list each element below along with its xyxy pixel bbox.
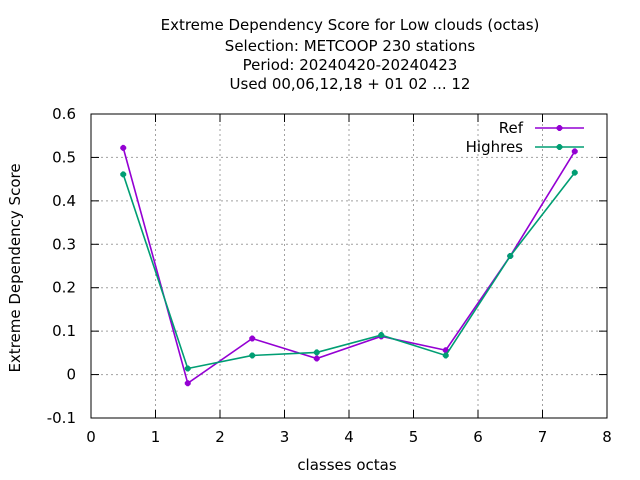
data-point-highres [507,253,514,260]
legend-marker-highres [556,144,563,150]
data-point-ref [442,347,449,354]
grid-lines [91,114,607,418]
data-point-highres [378,332,385,339]
chart-title-line-2: Selection: METCOOP 230 stations [224,37,476,55]
data-point-ref [313,355,320,362]
y-tick-label: 0 [66,366,76,384]
y-tick-label: 0.1 [52,322,76,340]
data-point-ref [249,335,256,342]
x-tick-label: 4 [344,428,354,446]
series-layer [120,144,578,387]
x-tick-label: 2 [215,428,225,446]
y-tick-label: 0.2 [52,279,76,297]
y-tick-label: 0.4 [52,192,76,210]
data-point-highres [120,171,127,178]
x-tick-label: 6 [473,428,483,446]
data-point-highres [249,352,256,359]
data-point-ref [184,380,191,387]
y-tick-label: 0.3 [52,235,76,253]
data-point-highres [184,365,191,372]
y-axis-label: Extreme Dependency Score [6,163,24,372]
y-tick-label: 0.6 [52,105,76,123]
data-point-ref [571,148,578,155]
data-point-highres [571,169,578,176]
data-point-highres [313,349,320,356]
axis-ticks: 0 1 2 3 4 5 6 7 8 -0.1 0 0.1 0.2 0.3 0.4 0.5 0.6 [47,105,612,446]
series-line-highres [122,172,576,370]
legend-label-ref: Ref [499,119,524,137]
chart-title-line-1: Extreme Dependency Score for Low clouds … [160,16,540,34]
chart-title-line-4: Used 00,06,12,18 + 01 02 ... 12 [229,75,471,93]
x-tick-label: 3 [280,428,290,446]
y-tick-label: -0.1 [47,409,76,427]
data-point-ref [120,144,127,151]
x-tick-label: 7 [538,428,548,446]
x-tick-label: 1 [151,428,161,446]
x-axis-label: classes octas [297,456,397,474]
y-tick-label: 0.5 [52,148,76,166]
x-tick-label: 5 [409,428,419,446]
series-highres [120,169,578,372]
legend-label-highres: Highres [466,138,524,156]
x-tick-label: 0 [86,428,96,446]
legend-marker-ref [556,125,563,131]
x-tick-label: 8 [602,428,612,446]
chart-title-line-3: Period: 20240420-20240423 [242,56,458,74]
data-point-highres [442,352,449,359]
